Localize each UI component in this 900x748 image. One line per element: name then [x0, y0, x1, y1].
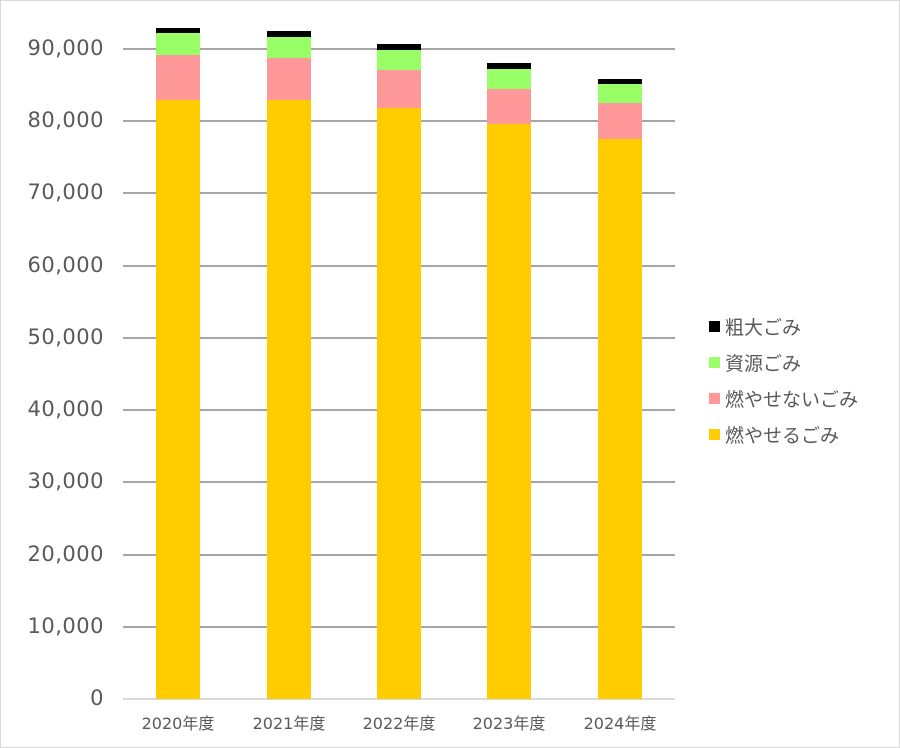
bar-segment	[267, 36, 311, 58]
y-axis-tick-label: 90,000	[27, 36, 104, 60]
y-axis-tick-label: 80,000	[27, 108, 104, 133]
y-axis-tick-label: 50,000	[27, 324, 104, 349]
bar-segment	[267, 100, 311, 699]
bar-2022年度	[377, 43, 421, 699]
legend-label: 資源ごみ	[725, 352, 802, 375]
legend-swatch-icon	[709, 356, 720, 368]
y-axis-tick-label: 20,000	[27, 541, 104, 566]
bar-2024年度	[598, 78, 642, 699]
legend-label: 粗大ごみ	[725, 316, 802, 339]
bar-segment	[598, 103, 642, 139]
y-axis-tick-label: 70,000	[27, 180, 104, 205]
legend-label: 燃やせないごみ	[725, 388, 859, 411]
bar-segment	[598, 78, 642, 84]
bar-segment	[377, 43, 421, 50]
chart-legend: 粗大ごみ 資源ごみ 燃やせないごみ 燃やせるごみ	[709, 308, 858, 452]
bar-segment	[377, 108, 421, 699]
bar-segment	[267, 30, 311, 37]
bar-segment	[156, 33, 200, 56]
legend-item-non-burnable: 燃やせないごみ	[709, 380, 858, 416]
gridline	[123, 698, 675, 700]
x-axis-tick-label: 2021年度	[252, 714, 326, 733]
y-axis-tick-label: 40,000	[27, 397, 104, 422]
legend-swatch-icon	[709, 428, 720, 440]
x-axis-tick-label: 2024年度	[583, 714, 657, 733]
bar-segment	[598, 83, 642, 104]
legend-item-recyclable: 資源ごみ	[709, 344, 858, 380]
legend-item-burnable: 燃やせるごみ	[709, 416, 858, 452]
bar-segment	[487, 69, 531, 89]
y-axis-tick-label: 10,000	[27, 613, 104, 638]
x-axis-tick-label: 2020年度	[141, 714, 215, 733]
legend-swatch-icon	[709, 320, 720, 332]
y-axis-tick-label: 30,000	[27, 469, 104, 494]
bar-segment	[487, 88, 531, 125]
bar-2023年度	[487, 63, 531, 699]
bar-segment	[156, 55, 200, 100]
bar-segment	[156, 99, 200, 699]
bar-segment	[487, 63, 531, 70]
bar-segment	[598, 138, 642, 699]
bar-segment	[377, 69, 421, 109]
bar-segment	[487, 124, 531, 699]
bar-segment	[377, 49, 421, 70]
bar-segment	[267, 57, 311, 101]
legend-item-oversized: 粗大ごみ	[709, 308, 858, 344]
bar-2021年度	[267, 30, 311, 699]
bar-2020年度	[156, 28, 200, 699]
y-axis-tick-label: 60,000	[27, 252, 104, 277]
x-axis-tick-label: 2022年度	[362, 714, 436, 733]
bar-segment	[156, 28, 200, 34]
y-axis-tick-label: 0	[90, 686, 104, 710]
x-axis-tick-label: 2023年度	[472, 714, 546, 733]
legend-swatch-icon	[709, 392, 720, 404]
legend-label: 燃やせるごみ	[725, 424, 840, 447]
